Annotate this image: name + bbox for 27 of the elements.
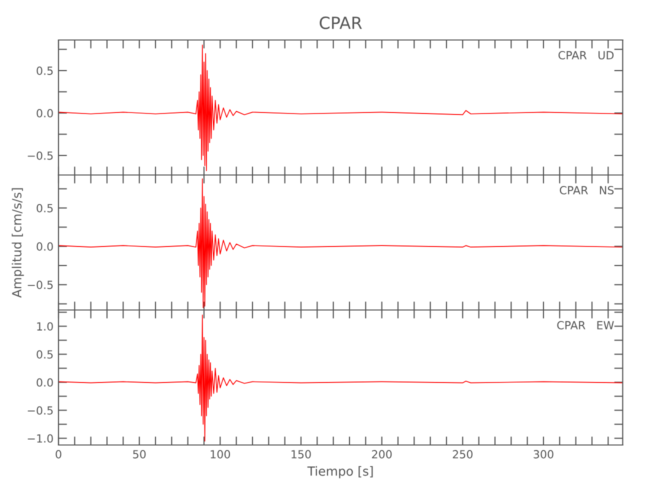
y-tick-label: 0.0 (36, 242, 53, 251)
annotation: CPAR UD (558, 51, 614, 60)
y-tick-label: −1.0 (28, 434, 53, 443)
x-tick-label: 150 (292, 450, 311, 458)
y-tick-label: 1.0 (37, 322, 53, 331)
x-tick-label: 100 (210, 450, 230, 458)
y-tick-label: 0.0 (36, 108, 53, 118)
x-tick-label: 0 (56, 450, 62, 458)
annotation: CPAR EW (557, 321, 614, 330)
y-axis-title: Amplitud [cm/s/s] (12, 188, 24, 298)
y-tick-label: 0.5 (36, 66, 53, 75)
x-tick-label: 200 (372, 450, 392, 458)
x-tick-label: 300 (534, 450, 554, 458)
y-tick-label: 0.5 (36, 350, 53, 359)
y-tick-label: −0.5 (28, 151, 53, 160)
line-series (58, 44, 623, 172)
y-tick-label: −0.5 (28, 406, 53, 415)
annotation: CPAR NS (560, 186, 614, 194)
y-tick-label: 0.0 (36, 378, 53, 387)
line-series (58, 314, 623, 442)
line-series (58, 178, 623, 308)
x-tick-label: 50 (133, 450, 146, 458)
x-axis-title: Tiempo [s] (307, 466, 373, 478)
y-tick-label: −0.5 (28, 280, 53, 290)
y-tick-label: 0.5 (36, 204, 53, 212)
chart-title: CPAR (320, 16, 362, 30)
x-tick-label: 250 (452, 450, 473, 458)
